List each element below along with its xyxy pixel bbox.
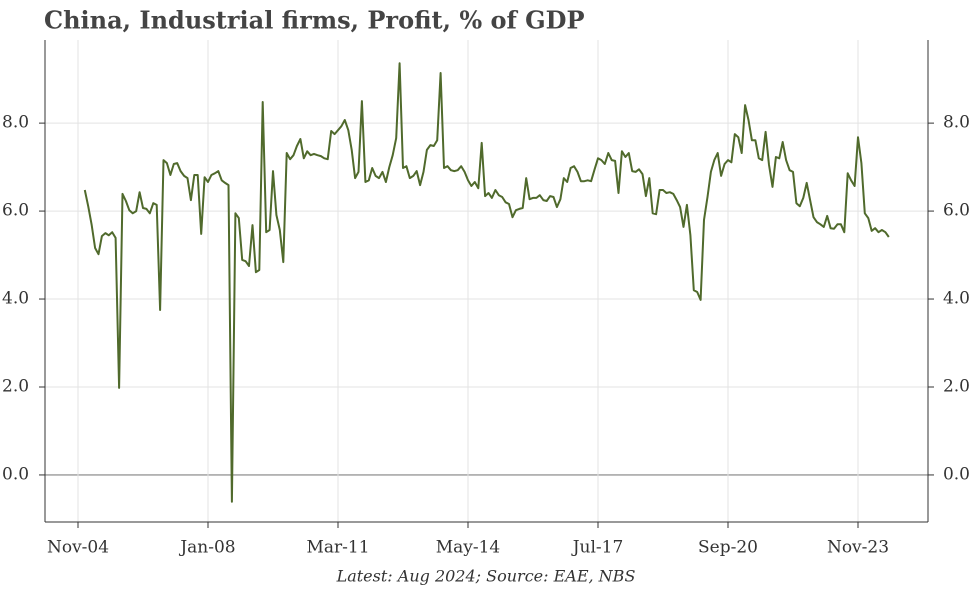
x-tick-label: Mar-11 [306, 538, 369, 558]
y-tick-label: 2.0 [2, 376, 29, 396]
chart-title: China, Industrial firms, Profit, % of GD… [44, 6, 585, 35]
y2-tick-label: 8.0 [943, 113, 970, 133]
y-tick-label: 0.0 [2, 464, 29, 484]
y-tick-label: 8.0 [2, 113, 29, 133]
y2-tick-label: 0.0 [943, 464, 970, 484]
y2-tick-label: 6.0 [943, 201, 970, 221]
footnote: Latest: Aug 2024; Source: EAE, NBS [336, 567, 636, 586]
x-tick-label: Sep-20 [698, 538, 758, 558]
y-tick-label: 4.0 [2, 289, 29, 309]
x-tick-label: Nov-04 [47, 538, 109, 558]
x-tick-label: May-14 [436, 538, 501, 558]
x-tick-label: Jan-08 [178, 538, 235, 558]
series-line [83, 62, 890, 503]
y2-tick-label: 4.0 [943, 289, 970, 309]
y-tick-label: 6.0 [2, 201, 29, 221]
y2-tick-label: 2.0 [943, 376, 970, 396]
x-tick-label: Jul-17 [571, 538, 624, 558]
x-tick-label: Nov-23 [827, 538, 889, 558]
